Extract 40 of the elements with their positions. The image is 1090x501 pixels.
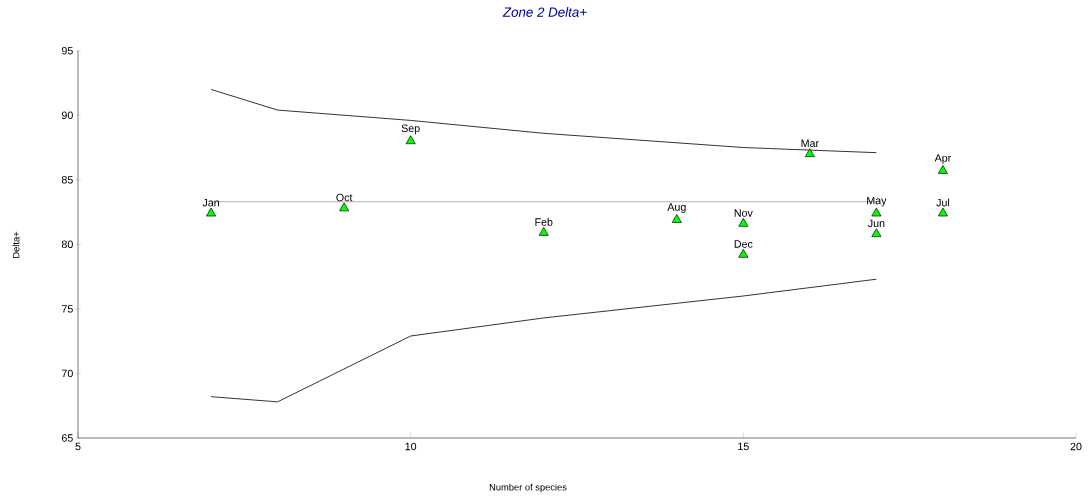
point <box>671 214 682 223</box>
point <box>871 207 882 217</box>
annotation: Mar <box>801 139 819 148</box>
y-axis-title: Delta+ <box>12 231 20 258</box>
annotation: Feb <box>535 217 553 226</box>
y-tick-label: 75 <box>61 305 73 313</box>
annotation: Jan <box>202 198 219 207</box>
annotation: Jul <box>936 198 950 207</box>
y-tick-label: 95 <box>61 46 73 55</box>
annotation: Nov <box>734 209 753 217</box>
point <box>538 227 549 236</box>
point <box>738 249 749 258</box>
y-tick-label: 85 <box>61 176 73 184</box>
annotation: Sep <box>401 124 420 135</box>
point <box>871 228 882 238</box>
y-tick-label: 80 <box>61 240 73 249</box>
point <box>206 207 217 217</box>
point <box>339 202 350 212</box>
annotation: Dec <box>734 240 753 248</box>
annotation: May <box>867 196 887 207</box>
x-tick-label: 15 <box>738 442 749 451</box>
x-tick-label: 10 <box>405 442 417 451</box>
y-tick-label: 65 <box>61 434 73 442</box>
annotation: Oct <box>336 193 353 202</box>
x-tick-label: 20 <box>1070 442 1082 451</box>
annotation: Apr <box>934 154 952 164</box>
chart-title: Zone 2 Delta+ <box>502 7 587 17</box>
point <box>937 207 948 217</box>
line-series <box>210 278 877 403</box>
point <box>738 218 749 227</box>
point <box>804 148 815 157</box>
annotation: Jun <box>867 219 885 228</box>
point <box>405 135 416 145</box>
line-series <box>210 89 877 154</box>
point <box>937 165 948 174</box>
y-tick-label: 90 <box>61 111 73 120</box>
x-axis-title: Number of species <box>489 483 567 493</box>
x-tick-label: 5 <box>75 442 81 451</box>
y-tick-label: 70 <box>61 369 73 378</box>
annotation: Aug <box>667 203 686 213</box>
